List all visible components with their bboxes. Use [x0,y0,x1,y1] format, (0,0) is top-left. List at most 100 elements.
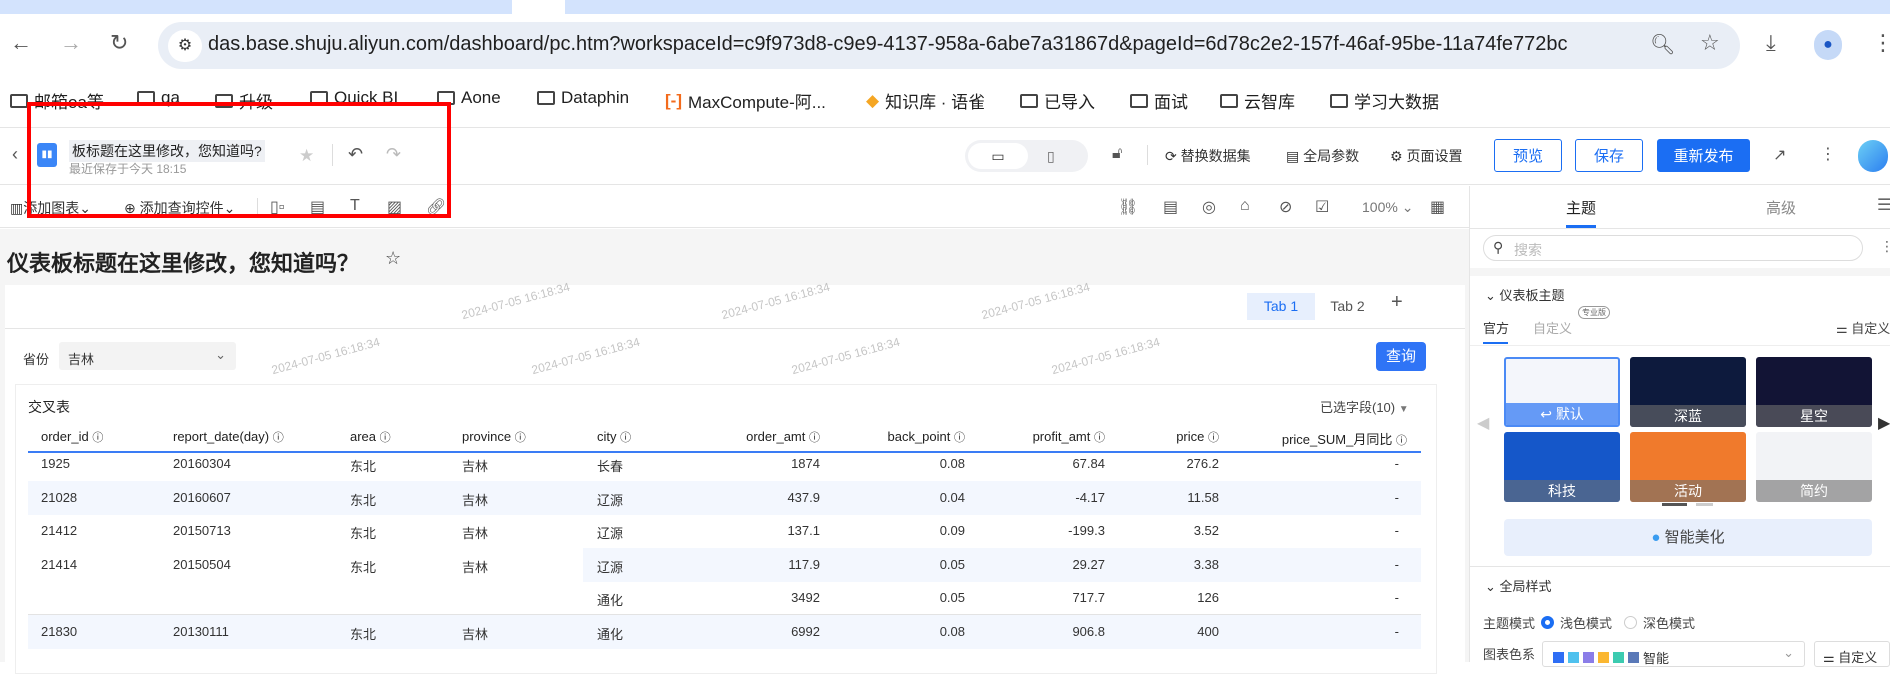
republish-button[interactable]: 重新发布 [1657,139,1750,172]
column-header[interactable]: city ⓘ [597,429,632,444]
panel-tab-advanced[interactable]: 高级 [1766,200,1797,217]
bookmark[interactable]: Dataphin [537,88,629,108]
radio-light-selected[interactable] [1541,616,1555,629]
bookmark[interactable]: 面试 [1130,88,1188,113]
column-header[interactable]: province ⓘ [462,429,526,444]
save-button[interactable]: 保存 [1575,139,1643,172]
ai-logo-icon: ● [1651,529,1665,546]
site-info-icon[interactable]: ⚙ [168,30,202,62]
menu-icon[interactable]: ☰ [1877,197,1890,214]
replace-dataset-button[interactable]: ⟳ 替换数据集 [1165,148,1251,164]
add-tab-button[interactable]: + [1391,291,1403,313]
radio-dark[interactable] [1624,616,1638,629]
carousel-prev-icon[interactable]: ◀ [1477,415,1490,432]
column-header[interactable]: price_SUM_月同比 ⓘ [1281,432,1407,447]
section-dashboard-theme[interactable]: ⌄ 仪表板主题 [1485,288,1565,303]
theme-thumbnail[interactable]: 深蓝 [1630,357,1746,427]
undo-icon[interactable]: ↶ [348,144,364,164]
theme-thumbnail[interactable]: 科技 [1504,432,1620,502]
bookmark-star-icon[interactable]: ☆ [1700,30,1720,55]
back-chevron-icon[interactable]: ‹ [12,144,18,164]
bookmark[interactable]: 学习大数据 [1330,88,1439,113]
palette-select[interactable]: 智能 ⌄ [1542,641,1805,667]
image-icon[interactable]: ▨ [387,199,403,216]
column-header[interactable]: price ⓘ [1176,429,1219,444]
browser-menu-icon[interactable]: ⋮ [1872,30,1890,55]
table-cell: 21028 [41,489,78,505]
bookmark[interactable]: 已导入 [1020,88,1095,113]
bookmark[interactable]: [-] MaxCompute-阿... [665,90,826,113]
column-header[interactable]: back_point ⓘ [887,429,965,444]
zoom-select[interactable]: 100% ⌄ [1362,199,1414,215]
redo-icon[interactable]: ↷ [386,144,402,164]
province-select[interactable]: 吉林 ⌄ [59,342,236,370]
add-query-control-button[interactable]: ⊕ 添加查询控件⌄ [124,200,236,216]
ai-assistant-icon[interactable] [1858,140,1888,172]
device-toggle[interactable]: ▭ ▯ [965,140,1088,172]
favorite-star-icon[interactable]: ★ [299,146,315,165]
preview-button[interactable]: 预览 [1494,139,1562,172]
theme-tab-official[interactable]: 官方 [1483,321,1510,336]
theme-thumbnail[interactable]: 简约 [1756,432,1872,502]
column-header[interactable]: order_id ⓘ [41,429,104,444]
tab-container-icon[interactable]: ▤ [310,199,326,216]
theme-thumbnail[interactable]: 活动 [1630,432,1746,502]
column-header[interactable]: order_amt ⓘ [746,429,820,444]
theme-thumbnail[interactable]: 星空 [1756,357,1872,427]
zoom-icon[interactable]: 🔍︎ [1650,34,1676,56]
address-bar[interactable] [158,22,1740,69]
more-icon[interactable]: ⋮ [1880,238,1890,254]
report-icon[interactable]: ▤ [1163,199,1179,216]
back-icon[interactable]: ← [10,30,32,55]
layout-icon[interactable]: ▯▫ [270,199,285,216]
theme-tab-custom[interactable]: 自定义 [1533,321,1573,336]
carousel-dot[interactable] [1696,503,1713,506]
reload-icon[interactable]: ↻ [110,30,129,55]
section-global-style[interactable]: ⌄ 全局样式 [1485,579,1552,594]
browser-tab-strip [0,0,1890,16]
grid-icon[interactable]: ▦ [1430,199,1446,216]
monitor-icon[interactable]: ◎ [1202,199,1216,216]
dashboard-title-input[interactable]: 板标题在这里修改，您知道吗? [69,140,265,162]
hide-icon[interactable]: ⊘ [1279,199,1293,216]
tab-1[interactable]: Tab 1 [1247,293,1315,320]
bookmark[interactable]: 云智库 [1220,88,1295,113]
new-tab-area[interactable] [512,0,565,16]
clean-icon[interactable]: ⌂ [1240,197,1250,214]
theme-search-input[interactable]: ⚲ 搜索 [1483,235,1863,261]
text-icon[interactable]: T [350,197,360,214]
folder-icon [215,93,233,108]
bookmark[interactable]: ◆ 知识库 · 语雀 [866,90,986,113]
query-button[interactable]: 查询 [1376,342,1426,371]
color-swatch [1613,652,1624,663]
lock-icon[interactable]: 🔓︎ [1112,145,1123,162]
column-header[interactable]: area ⓘ [350,429,391,444]
add-chart-button[interactable]: ▥添加图表⌄ [10,200,91,216]
profile-avatar[interactable]: ● [1814,30,1842,60]
relation-icon[interactable]: ⛓ [1118,199,1139,216]
favorite-star-icon[interactable]: ☆ [385,248,402,268]
table-cell: 400 [1197,624,1219,639]
carousel-next-icon[interactable]: ▶ [1878,415,1890,432]
palette-custom-button[interactable]: ⚌ 自定义 [1814,641,1890,667]
check-icon[interactable]: ☑ [1315,199,1330,216]
link-icon[interactable]: 🔗︎ [426,199,447,216]
download-icon[interactable]: ⤓ [1766,30,1776,55]
desktop-icon[interactable]: ▭ [968,143,1028,169]
smart-beautify-button[interactable]: ● 智能美化 [1504,519,1872,556]
url-text[interactable]: das.base.shuju.aliyun.com/dashboard/pc.h… [208,33,1568,55]
column-header[interactable]: profit_amt ⓘ [1032,429,1105,444]
selected-fields-dropdown[interactable]: 已选字段(10) ▼ [1320,400,1409,415]
custom-theme-button[interactable]: ⚌ 自定义 [1836,321,1890,336]
global-params-button[interactable]: ▤ 全局参数 [1286,148,1360,164]
tab-2[interactable]: Tab 2 [1330,298,1365,314]
page-settings-button[interactable]: ⚙ 页面设置 [1390,148,1463,164]
external-link-icon[interactable]: ↗ [1773,147,1787,164]
forward-icon[interactable]: → [60,30,82,55]
mobile-icon[interactable]: ▯ [1047,148,1055,164]
more-icon[interactable]: ⋮ [1820,146,1836,163]
theme-thumbnail[interactable]: ↩ 默认 [1504,357,1620,427]
carousel-dot-active[interactable] [1662,503,1687,506]
column-header[interactable]: report_date(day) ⓘ [173,429,284,444]
panel-tab-theme[interactable]: 主题 [1566,200,1597,217]
